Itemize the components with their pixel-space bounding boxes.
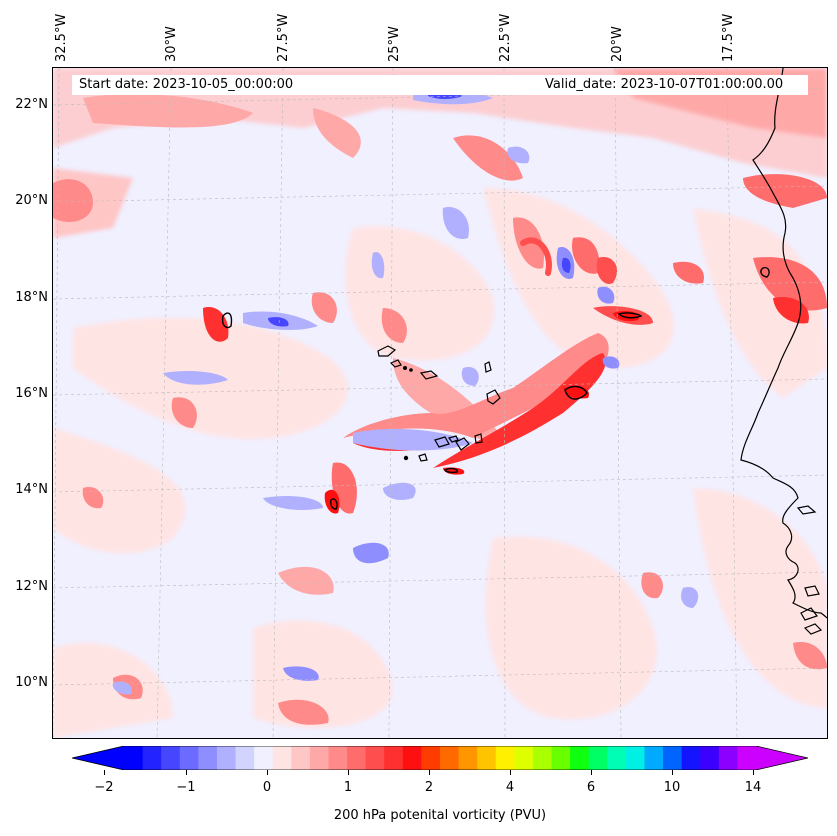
colorbar [72,746,808,770]
colorbar-swatch [402,746,423,770]
colorbar-tick-label: 6 [586,780,596,795]
colorbar-tick-label: −1 [176,780,196,795]
lon-label-25w: 25°W [387,26,402,62]
lon-label-20w: 20°W [610,26,625,62]
pv-field-map [53,68,827,738]
lat-label-12n: 12°N [15,579,48,594]
colorbar-swatch [124,746,144,770]
colorbar-tickmark [672,770,673,775]
colorbar-swatch [607,746,627,770]
colorbar-swatch [291,746,311,770]
colorbar-tickmark [510,770,511,775]
map-panel [52,67,828,739]
colorbar-swatch [347,746,367,770]
colorbar-swatch [365,746,385,770]
colorbar-swatch [254,746,274,770]
colorbar-swatch [551,746,571,770]
colorbar-swatch [161,746,181,770]
lat-label-10n: 10°N [15,675,48,690]
colorbar-swatch [681,746,701,770]
colorbar-tick-label: 14 [744,780,762,795]
colorbar-tick-label: 2 [424,780,434,795]
lon-label-27-5w: 27.5°W [276,13,291,62]
west-africa-coastline [740,68,827,635]
colorbar-swatch [514,746,534,770]
lon-label-32-5w: 32.5°W [54,13,69,62]
colorbar-swatch [588,746,608,770]
colorbar-swatch [495,746,515,770]
lat-label-20n: 20°N [15,193,48,208]
colorbar-swatch [700,746,720,770]
colorbar-swatch [570,746,590,770]
map-header-band [72,75,808,95]
colorbar-swatch [644,746,664,770]
colorbar-tick-label: 0 [262,780,272,795]
lon-label-22-5w: 22.5°W [498,13,513,62]
colorbar-tickmark [429,770,430,775]
colorbar-swatch [663,746,683,770]
colorbar-swatch [625,746,646,770]
colorbar-tickmark [186,770,187,775]
colorbar-swatch [198,746,218,770]
colorbar-swatch [458,746,478,770]
colorbar-tickmark [104,770,105,775]
colorbar-swatch [718,746,739,770]
pv-2-contours [221,266,770,510]
colorbar-tick-label: 10 [663,780,681,795]
colorbar-tickmark [348,770,349,775]
pv-negative-regions [112,90,699,695]
colorbar-swatch [440,746,460,770]
colorbar-swatch [328,746,348,770]
pv-positive-pale-regions [53,68,827,738]
colorbar-swatch [179,746,199,770]
cape-verde-islands [377,345,501,462]
start-date-label: Start date: 2023-10-05_00:00:00 [79,77,294,92]
colorbar-swatch [421,746,441,770]
lat-label-16n: 16°N [15,386,48,401]
colorbar-swatch [532,746,553,770]
colorbar-tickmark [591,770,592,775]
lat-label-18n: 18°N [15,290,48,305]
colorbar-swatch [272,746,292,770]
lat-label-14n: 14°N [15,482,48,497]
lon-label-30w: 30°W [164,26,179,62]
colorbar-swatch [384,746,404,770]
colorbar-swatch [216,746,237,770]
colorbar-extend-under [72,746,124,770]
colorbar-tickmark [753,770,754,775]
colorbar-swatch [309,746,330,770]
colorbar-swatch [737,746,757,770]
colorbar-label: 200 hPa potenital vorticity (PVU) [333,808,547,823]
valid-date-label: Valid_date: 2023-10-07T01:00:00.00 [545,77,784,92]
colorbar-tickmark [267,770,268,775]
colorbar-tick-label: 1 [343,780,353,795]
colorbar-swatch [142,746,162,770]
colorbar-extend-over [756,746,808,770]
lat-label-22n: 22°N [15,97,48,112]
lon-label-17-5w: 17.5°W [721,13,736,62]
colorbar-swatch [477,746,497,770]
colorbar-tick-label: 4 [505,780,515,795]
colorbar-swatch [235,746,255,770]
graticule [53,68,827,738]
colorbar-tick-label: −2 [94,780,114,795]
